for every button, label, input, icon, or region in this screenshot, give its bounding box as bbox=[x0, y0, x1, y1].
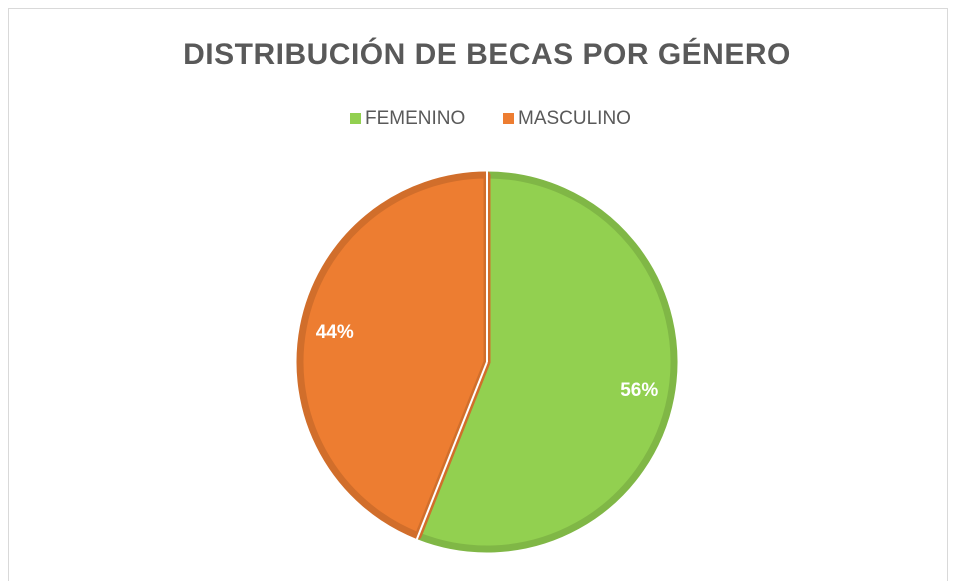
legend-label: MASCULINO bbox=[518, 108, 631, 129]
data-label: 44% bbox=[316, 322, 354, 343]
legend-label: FEMENINO bbox=[365, 108, 465, 129]
pie-slice bbox=[296, 171, 491, 540]
slice-separator bbox=[415, 361, 488, 540]
legend-swatch bbox=[503, 113, 514, 124]
chart-title: DISTRIBUCIÓN DE BECAS POR GÉNERO bbox=[183, 37, 791, 71]
pie-slice bbox=[414, 171, 678, 553]
legend-swatch bbox=[350, 113, 361, 124]
data-label: 56% bbox=[620, 380, 658, 401]
